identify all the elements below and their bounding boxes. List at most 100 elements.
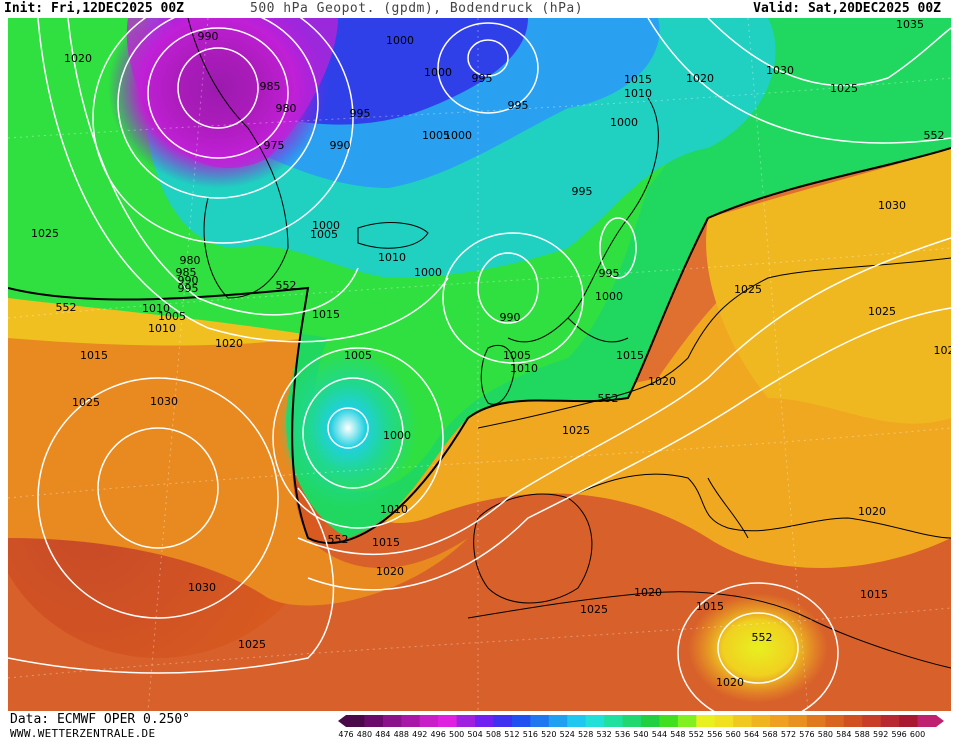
label: 1005: [422, 129, 450, 142]
legend-swatches: [338, 715, 944, 727]
label: 1010: [510, 362, 538, 375]
legend-swatch: [770, 715, 789, 727]
label: 1020: [716, 676, 744, 689]
legend-swatch: [806, 715, 826, 727]
legend-label: 496: [431, 730, 446, 739]
label: 1000: [424, 66, 452, 79]
label: 1020: [376, 565, 404, 578]
label: 552: [276, 279, 297, 292]
contour-552: [8, 147, 951, 544]
label: 1020: [64, 52, 92, 65]
legend-swatch: [751, 715, 771, 727]
label: 552: [924, 129, 945, 142]
coast-med: [567, 473, 951, 539]
label: 1015: [860, 588, 888, 601]
label: 1015: [312, 308, 340, 321]
header-bar: Init: Fri,12DEC2025 00Z 500 hPa Geopot. …: [0, 0, 959, 18]
coast-iberia: [473, 493, 593, 604]
label: 995: [599, 267, 620, 280]
legend-label: 484: [375, 730, 390, 739]
coast-italy: [707, 477, 749, 539]
legend-swatch: [696, 715, 716, 727]
label: 552: [56, 301, 77, 314]
label: 1000: [312, 219, 340, 232]
legend-label: 532: [596, 730, 611, 739]
coast-britain: [480, 344, 515, 405]
label: 1000: [383, 429, 411, 442]
label: 1020: [648, 375, 676, 388]
label: 1030: [188, 581, 216, 594]
legend-label: 480: [357, 730, 372, 739]
label: 990: [500, 311, 521, 324]
legend-label: 488: [394, 730, 409, 739]
label: 1000: [595, 290, 623, 303]
chart-title: 500 hPa Geopot. (gpdm), Bodendruck (hPa): [250, 1, 584, 16]
field-atlantic-orange: [8, 338, 468, 606]
label: 1005: [503, 349, 531, 362]
label: 985: [260, 80, 281, 93]
legend-swatch: [419, 715, 439, 727]
label: 1005: [310, 228, 338, 241]
label: 1020: [215, 337, 243, 350]
legend-label: 564: [744, 730, 759, 739]
label: 1010: [624, 87, 652, 100]
legend-swatch: [456, 715, 476, 727]
data-source: Data: ECMWF OPER 0.250°: [10, 712, 191, 727]
pressure-labels: 990 1000 1020 985 980 975 995 990 1000 9…: [31, 18, 951, 689]
legend-swatch: [917, 715, 937, 727]
legend-swatch: [604, 715, 624, 727]
label: 990: [198, 30, 219, 43]
legend-label: 592: [873, 730, 888, 739]
label: 995: [472, 72, 493, 85]
website: WWW.WETTERZENTRALE.DE: [10, 727, 156, 740]
legend-swatch: [438, 715, 458, 727]
legend-swatch: [364, 715, 384, 727]
label: 1000: [610, 116, 638, 129]
legend-label: 492: [412, 730, 427, 739]
label: 1005: [158, 310, 186, 323]
label: 1015: [696, 600, 724, 613]
label: 1025: [238, 638, 266, 651]
legend-label: 588: [855, 730, 870, 739]
legend-swatch: [401, 715, 421, 727]
valid-time: Valid: Sat,20DEC2025 00Z: [753, 1, 941, 16]
legend-swatch: [511, 715, 531, 727]
legend-label: 516: [523, 730, 538, 739]
label: 995: [178, 282, 199, 295]
legend-label: 520: [541, 730, 556, 739]
label: 985: [176, 266, 197, 279]
legend-label: 560: [726, 730, 741, 739]
legend-swatch: [622, 715, 642, 727]
label: 1010: [380, 503, 408, 516]
label: 995: [572, 185, 593, 198]
label: 1000: [414, 266, 442, 279]
label: 1015: [624, 73, 652, 86]
label: 995: [350, 107, 371, 120]
legend-arrow-right: [936, 715, 944, 727]
legend-label: 580: [818, 730, 833, 739]
field-purple: [126, 18, 338, 168]
legend-label: 540: [633, 730, 648, 739]
label: 1025: [31, 227, 59, 240]
label: 1025: [830, 82, 858, 95]
legend-swatch: [843, 715, 863, 727]
legend-swatch: [530, 715, 550, 727]
label: 1010: [378, 251, 406, 264]
label: 552: [752, 631, 773, 644]
legend-label: 476: [338, 730, 353, 739]
label: 1025: [868, 305, 896, 318]
label: 990: [178, 274, 199, 287]
legend-label: 504: [467, 730, 482, 739]
isobars: [8, 18, 951, 711]
label: 1025: [72, 396, 100, 409]
legend-swatch: [346, 715, 365, 727]
label: 1035: [896, 18, 924, 31]
label: 995: [508, 99, 529, 112]
legend-swatch: [733, 715, 753, 727]
field-iberia-low: [278, 348, 418, 508]
legend-arrow-left: [338, 715, 346, 727]
label: 990: [330, 139, 351, 152]
label: 980: [276, 102, 297, 115]
legend-label: 528: [578, 730, 593, 739]
label: 1015: [80, 349, 108, 362]
